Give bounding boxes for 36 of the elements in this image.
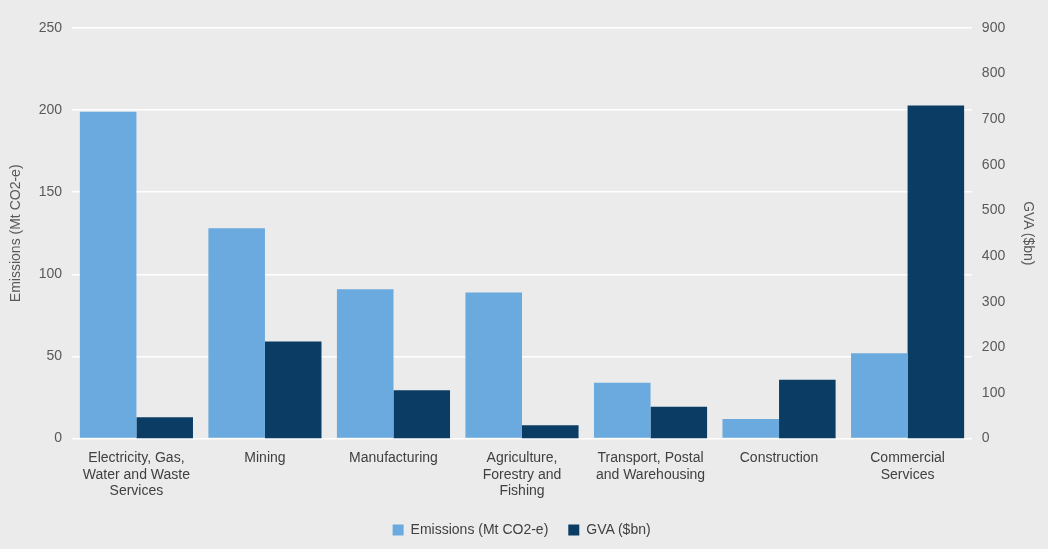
y2-tick-label: 400 xyxy=(981,246,1006,263)
y2-tick-label: 800 xyxy=(981,64,1006,81)
bar xyxy=(208,228,265,438)
x-tick-label: Transport, Postal and Warehousing xyxy=(595,448,706,482)
y-tick-label: 100 xyxy=(38,265,63,282)
legend-label: GVA ($bn) xyxy=(586,520,651,537)
bar xyxy=(522,425,579,439)
y-tick-label: 200 xyxy=(38,100,63,117)
x-tick-label: Agriculture, Forestry and Fishing xyxy=(482,448,562,499)
y2-tick-label: 600 xyxy=(981,155,1006,172)
y-tick-label: 50 xyxy=(46,347,63,364)
x-tick-label: Electricity, Gas, Water and Waste Services xyxy=(82,448,191,499)
y2-tick-label: 200 xyxy=(981,338,1006,355)
y-axis-title: Emissions (Mt CO2-e) xyxy=(7,164,24,303)
y2-axis-title: GVA ($bn) xyxy=(1020,201,1037,266)
y2-tick-label: 700 xyxy=(981,110,1006,127)
bar xyxy=(79,111,137,438)
y2-tick-label: 100 xyxy=(981,383,1006,400)
y2-tick-label: 900 xyxy=(981,18,1006,35)
y-tick-label: 150 xyxy=(38,183,63,200)
bar xyxy=(336,289,394,438)
bar xyxy=(851,353,908,438)
x-tick-label: Manufacturing xyxy=(349,448,438,465)
x-tick-label: Construction xyxy=(739,448,819,465)
y-tick-label: 250 xyxy=(38,18,63,35)
bar xyxy=(779,379,836,439)
legend-label: Emissions (Mt CO2-e) xyxy=(410,520,549,537)
y2-tick-label: 300 xyxy=(981,292,1006,309)
x-tick-label: Commercial Services xyxy=(870,448,945,482)
y-tick-label: 0 xyxy=(54,429,63,446)
bar xyxy=(907,105,965,439)
bar xyxy=(465,292,522,438)
y2-tick-label: 500 xyxy=(981,201,1006,218)
x-tick-label: Mining xyxy=(244,448,286,465)
y2-tick-label: 0 xyxy=(981,429,990,446)
bar xyxy=(136,417,193,439)
